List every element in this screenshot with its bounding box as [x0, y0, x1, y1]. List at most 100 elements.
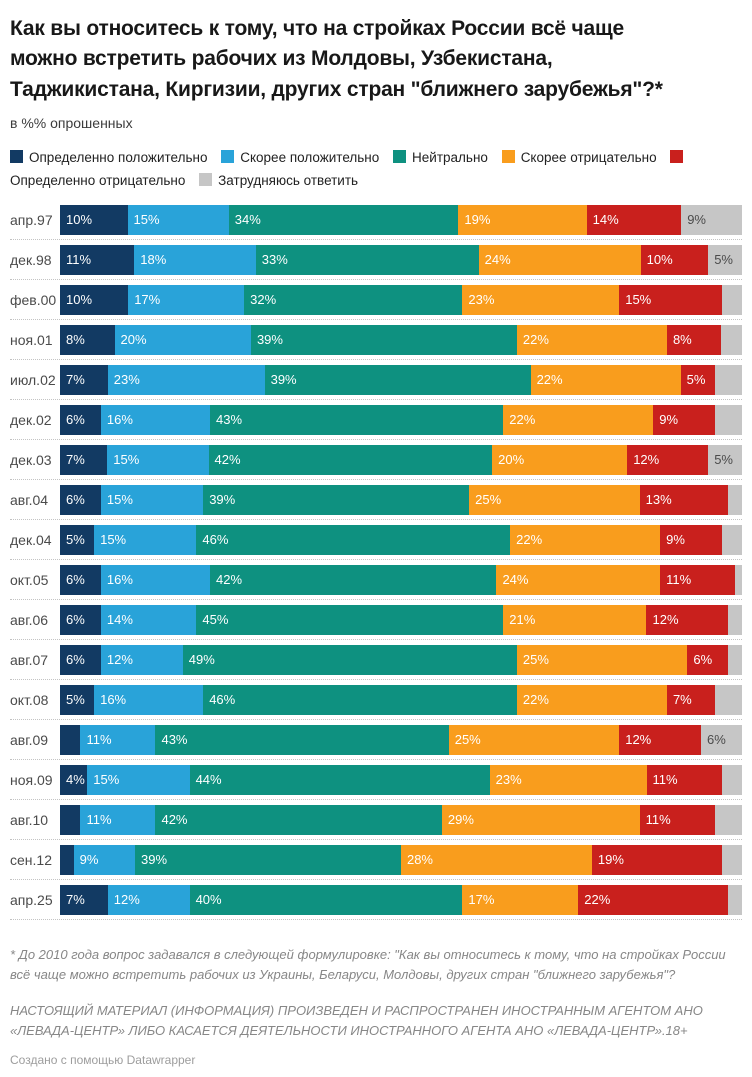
bar-row: фев.00 10% 17% 32% 23% 15%: [10, 285, 742, 321]
bar-value-label: 7%: [66, 892, 85, 908]
bar-segment-definitely_negative: 12%: [646, 605, 729, 636]
bar-row: ноя.09 4% 15% 44% 23% 11%: [10, 765, 742, 801]
bar-value-label: 6%: [707, 732, 726, 748]
bar-value-label: 12%: [652, 612, 679, 628]
legend-label: Определенно положительно: [29, 150, 208, 166]
bar-segment-hard_to_say: [721, 765, 742, 796]
bar-segment-rather_positive: 20%: [114, 325, 251, 356]
bar-value-label: 5%: [714, 452, 733, 468]
bar-segment-definitely_positive: 4%: [60, 765, 88, 796]
bar-value-label: 22%: [516, 532, 543, 548]
row-date-label: авг.10: [10, 812, 49, 829]
bar-segment-hard_to_say: [714, 365, 742, 396]
bar-segment-neutral: 42%: [208, 445, 493, 476]
bar-value-label: 22%: [584, 892, 611, 908]
bar-value-label: 14%: [592, 212, 619, 228]
bar-segment-definitely_negative: 19%: [591, 845, 722, 876]
bar-value-label: 13%: [645, 492, 672, 508]
bar-value-label: 14%: [106, 612, 133, 628]
bar-value-label: 44%: [195, 772, 222, 788]
bar-segment-definitely_positive: 6%: [60, 605, 101, 636]
bar-row: дек.03 7% 15% 42% 20% 12% 5%: [10, 445, 742, 481]
bar-value-label: 8%: [672, 332, 692, 348]
stacked-bar: 9% 39% 28% 19%: [60, 845, 742, 876]
bar-rows: апр.97 10% 15% 34% 19% 14% 9% дек.98 11% 18% 33% 24…: [10, 205, 742, 921]
legend: Определенно положительно Скорее положите…: [10, 146, 742, 192]
bar-value-label: 25%: [475, 492, 502, 508]
bar-segment-rather_negative: 25%: [516, 645, 688, 676]
bar-segment-definitely_positive: 5%: [60, 525, 95, 556]
bar-value-label: 6%: [66, 572, 85, 588]
bar-value-label: 28%: [406, 852, 433, 868]
bar-value-label: 42%: [161, 812, 188, 828]
bar-segment-rather_positive: 15%: [87, 765, 190, 796]
bar-segment-definitely_negative: 11%: [639, 805, 715, 836]
legend-item-rather_negative: Скорее отрицательно: [501, 150, 657, 165]
bar-segment-neutral: 39%: [203, 485, 470, 516]
bar-value-label: 39%: [141, 852, 168, 868]
rather_positive-swatch-icon: [221, 150, 235, 164]
bar-segment-neutral: 49%: [182, 645, 517, 676]
bar-segment-rather_positive: 15%: [94, 525, 197, 556]
legend-item-rather_positive: Скорее положительно: [221, 150, 379, 165]
bar-value-label: 20%: [120, 332, 147, 348]
bar-segment-definitely_negative: 22%: [578, 885, 729, 916]
bar-row: окт.08 5% 16% 46% 22% 7%: [10, 685, 742, 721]
bar-segment-definitely_positive: 6%: [60, 405, 101, 436]
bar-segment-rather_positive: 11%: [80, 805, 156, 836]
bar-value-label: 25%: [522, 652, 549, 668]
bar-row: дек.04 5% 15% 46% 22% 9%: [10, 525, 742, 561]
bar-value-label: 5%: [686, 372, 706, 388]
bar-segment-rather_positive: 14%: [100, 605, 197, 636]
bar-value-label: 21%: [509, 612, 536, 628]
stacked-bar: 6% 14% 45% 21% 12%: [60, 605, 742, 636]
bar-segment-hard_to_say: [714, 405, 742, 436]
bar-segment-rather_negative: 21%: [503, 605, 647, 636]
row-date-label: авг.09: [10, 732, 49, 749]
bar-value-label: 32%: [250, 292, 277, 308]
bar-segment-definitely_positive: [60, 845, 74, 876]
bar-segment-definitely_negative: 7%: [666, 685, 715, 716]
bar-value-label: 11%: [66, 252, 92, 268]
row-date-label: ноя.01: [10, 332, 53, 349]
bar-segment-neutral: 39%: [250, 325, 517, 356]
bar-value-label: 15%: [93, 772, 120, 788]
bar-value-label: 23%: [495, 772, 522, 788]
stacked-bar: 7% 15% 42% 20% 12% 5%: [60, 445, 742, 476]
bar-segment-neutral: 33%: [255, 245, 479, 276]
stacked-bar: 11% 43% 25% 12% 6%: [60, 725, 742, 756]
definitely_positive-swatch-icon: [10, 150, 23, 164]
bar-value-label: 4%: [66, 772, 85, 788]
row-date-label: авг.04: [10, 492, 49, 509]
row-date-label: дек.02: [10, 412, 52, 429]
bar-segment-neutral: 46%: [203, 685, 517, 716]
bar-segment-rather_negative: 20%: [492, 445, 628, 476]
bar-value-label: 25%: [454, 732, 481, 748]
bar-value-label: 18%: [140, 252, 167, 268]
bar-value-label: 46%: [202, 532, 229, 548]
bar-segment-hard_to_say: [728, 885, 742, 916]
bar-value-label: 15%: [100, 532, 127, 548]
rather_negative-swatch-icon: [501, 150, 515, 164]
bar-value-label: 9%: [659, 412, 679, 428]
bar-value-label: 6%: [693, 652, 713, 668]
bar-value-label: 33%: [261, 252, 288, 268]
bar-segment-rather_positive: 12%: [107, 885, 190, 916]
chart-title: Как вы относитесь к тому, что на стройка…: [10, 17, 663, 101]
bar-segment-rather_negative: 22%: [516, 685, 667, 716]
legend-label: Затрудняюсь ответить: [218, 173, 359, 189]
bar-segment-rather_positive: 12%: [100, 645, 183, 676]
bar-segment-rather_negative: 29%: [441, 805, 640, 836]
row-date-label: дек.03: [10, 452, 52, 469]
hard_to_say-swatch-icon: [199, 173, 213, 187]
bar-value-label: 9%: [687, 212, 706, 228]
bar-segment-definitely_positive: [60, 805, 81, 836]
bar-segment-definitely_negative: 12%: [619, 725, 702, 756]
bar-value-label: 5%: [66, 532, 85, 548]
bar-segment-rather_positive: 15%: [107, 445, 209, 476]
bar-value-label: 6%: [66, 612, 85, 628]
bar-value-label: 19%: [464, 212, 491, 228]
bar-segment-neutral: 40%: [189, 885, 463, 916]
row-date-label: окт.08: [10, 692, 49, 709]
stacked-bar: 8% 20% 39% 22% 8%: [60, 325, 742, 356]
